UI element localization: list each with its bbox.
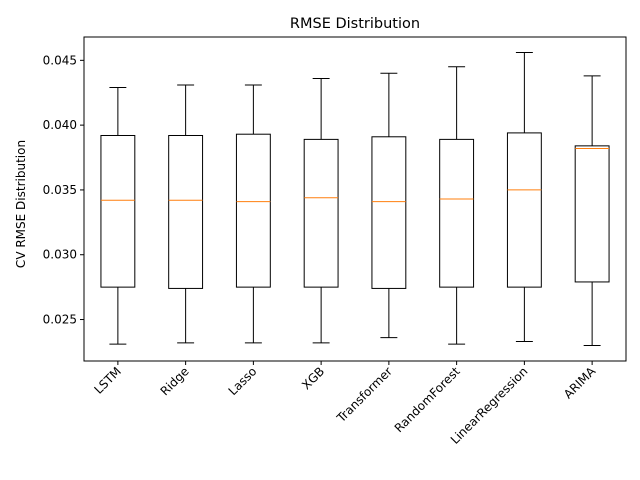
y-tick-label: 0.030 <box>43 248 77 262</box>
x-tick-label: Transformer <box>333 364 395 426</box>
box-group <box>100 87 136 345</box>
x-tick-label: Lasso <box>226 364 260 398</box>
y-axis: 0.025 0.030 0.035 0.040 0.045 <box>43 53 84 327</box>
y-tick-label: 0.040 <box>43 118 77 132</box>
box <box>506 132 542 288</box>
y-tick-label: 0.045 <box>43 53 77 67</box>
box-group <box>235 84 271 344</box>
x-axis: LSTM Ridge Lasso XGB TransformerRandomForest… <box>91 361 599 447</box>
box <box>100 134 136 288</box>
plot-frame <box>83 36 627 362</box>
y-axis-label: CV RMSE Distribution <box>14 140 28 268</box>
box <box>168 134 204 289</box>
x-tick-label: LSTM <box>91 364 124 397</box>
x-tick-label: XGB <box>299 364 327 392</box>
box-group <box>371 72 407 339</box>
chart-title: RMSE Distribution <box>290 16 420 32</box>
box <box>439 138 475 288</box>
box-group <box>506 52 542 343</box>
x-tick-label: RandomForest <box>392 364 463 435</box>
x-tick-label: ARIMA <box>561 364 599 402</box>
box-group <box>574 75 610 346</box>
box <box>574 145 610 283</box>
box <box>235 133 271 288</box>
box <box>371 136 407 289</box>
box-group <box>439 66 475 345</box>
y-tick-label: 0.025 <box>43 313 77 327</box>
box <box>303 138 339 288</box>
y-tick-label: 0.035 <box>43 183 77 197</box>
plot-area <box>83 36 627 362</box>
box-group <box>303 77 339 344</box>
box-group <box>168 84 204 344</box>
x-tick-label: Ridge <box>158 364 192 398</box>
